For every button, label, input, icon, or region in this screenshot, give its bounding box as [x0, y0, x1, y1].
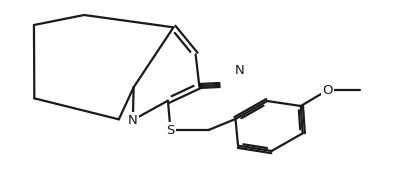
- Text: O: O: [322, 83, 332, 96]
- Text: N: N: [234, 63, 244, 77]
- Text: N: N: [128, 114, 137, 126]
- Text: S: S: [166, 123, 174, 137]
